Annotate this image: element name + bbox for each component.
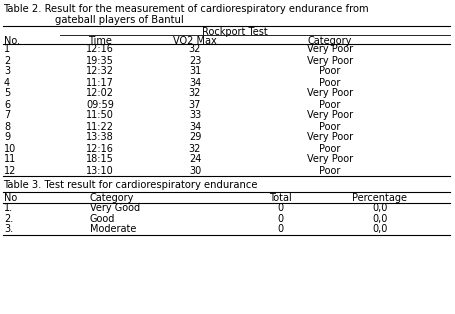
Text: Very Poor: Very Poor bbox=[306, 89, 352, 99]
Text: 32: 32 bbox=[188, 89, 201, 99]
Text: 11:17: 11:17 bbox=[86, 78, 114, 88]
Text: 24: 24 bbox=[188, 154, 201, 165]
Text: 12:16: 12:16 bbox=[86, 45, 114, 55]
Text: Poor: Poor bbox=[318, 143, 340, 154]
Text: 12:32: 12:32 bbox=[86, 67, 114, 77]
Text: 23: 23 bbox=[188, 56, 201, 66]
Text: Total: Total bbox=[268, 193, 291, 203]
Text: Table 2. Result for the measurement of cardiorespiratory endurance from: Table 2. Result for the measurement of c… bbox=[3, 4, 368, 14]
Text: 2: 2 bbox=[4, 56, 10, 66]
Text: Very Poor: Very Poor bbox=[306, 133, 352, 143]
Text: Poor: Poor bbox=[318, 165, 340, 176]
Text: 7: 7 bbox=[4, 111, 10, 121]
Text: Poor: Poor bbox=[318, 100, 340, 110]
Text: 37: 37 bbox=[188, 100, 201, 110]
Text: 3: 3 bbox=[4, 67, 10, 77]
Text: 0: 0 bbox=[276, 203, 283, 213]
Text: Very Good: Very Good bbox=[90, 203, 140, 213]
Text: Time: Time bbox=[88, 36, 111, 46]
Text: Poor: Poor bbox=[318, 78, 340, 88]
Text: 1.: 1. bbox=[4, 203, 13, 213]
Text: 0,0: 0,0 bbox=[371, 203, 387, 213]
Text: 0: 0 bbox=[276, 224, 283, 234]
Text: 19:35: 19:35 bbox=[86, 56, 114, 66]
Text: Table 3. Test result for cardiorespiratory endurance: Table 3. Test result for cardiorespirato… bbox=[3, 180, 257, 190]
Text: No.: No. bbox=[4, 36, 20, 46]
Text: 18:15: 18:15 bbox=[86, 154, 114, 165]
Text: VO2 Max: VO2 Max bbox=[173, 36, 217, 46]
Text: 34: 34 bbox=[188, 122, 201, 132]
Text: 6: 6 bbox=[4, 100, 10, 110]
Text: 12:16: 12:16 bbox=[86, 143, 114, 154]
Text: 34: 34 bbox=[188, 78, 201, 88]
Text: 8: 8 bbox=[4, 122, 10, 132]
Text: 0,0: 0,0 bbox=[371, 224, 387, 234]
Text: 11:22: 11:22 bbox=[86, 122, 114, 132]
Text: 12:02: 12:02 bbox=[86, 89, 114, 99]
Text: Rockport Test: Rockport Test bbox=[202, 27, 267, 37]
Text: Poor: Poor bbox=[318, 67, 340, 77]
Text: 5: 5 bbox=[4, 89, 10, 99]
Text: 29: 29 bbox=[188, 133, 201, 143]
Text: Very Poor: Very Poor bbox=[306, 111, 352, 121]
Text: gateball players of Bantul: gateball players of Bantul bbox=[55, 15, 183, 25]
Text: 32: 32 bbox=[188, 45, 201, 55]
Text: No: No bbox=[4, 193, 17, 203]
Text: Category: Category bbox=[307, 36, 351, 46]
Text: 30: 30 bbox=[188, 165, 201, 176]
Text: 10: 10 bbox=[4, 143, 16, 154]
Text: 13:38: 13:38 bbox=[86, 133, 114, 143]
Text: Very Poor: Very Poor bbox=[306, 56, 352, 66]
Text: 09:59: 09:59 bbox=[86, 100, 114, 110]
Text: 9: 9 bbox=[4, 133, 10, 143]
Text: 12: 12 bbox=[4, 165, 16, 176]
Text: 31: 31 bbox=[188, 67, 201, 77]
Text: Very Poor: Very Poor bbox=[306, 154, 352, 165]
Text: Very Poor: Very Poor bbox=[306, 45, 352, 55]
Text: Poor: Poor bbox=[318, 122, 340, 132]
Text: 3.: 3. bbox=[4, 224, 13, 234]
Text: 13:10: 13:10 bbox=[86, 165, 114, 176]
Text: Category: Category bbox=[90, 193, 134, 203]
Text: Percentage: Percentage bbox=[352, 193, 407, 203]
Text: 1: 1 bbox=[4, 45, 10, 55]
Text: 33: 33 bbox=[188, 111, 201, 121]
Text: 11: 11 bbox=[4, 154, 16, 165]
Text: 32: 32 bbox=[188, 143, 201, 154]
Text: Good: Good bbox=[90, 214, 115, 224]
Text: 4: 4 bbox=[4, 78, 10, 88]
Text: Moderate: Moderate bbox=[90, 224, 136, 234]
Text: 11:50: 11:50 bbox=[86, 111, 114, 121]
Text: 0: 0 bbox=[276, 214, 283, 224]
Text: 2.: 2. bbox=[4, 214, 13, 224]
Text: 0,0: 0,0 bbox=[371, 214, 387, 224]
